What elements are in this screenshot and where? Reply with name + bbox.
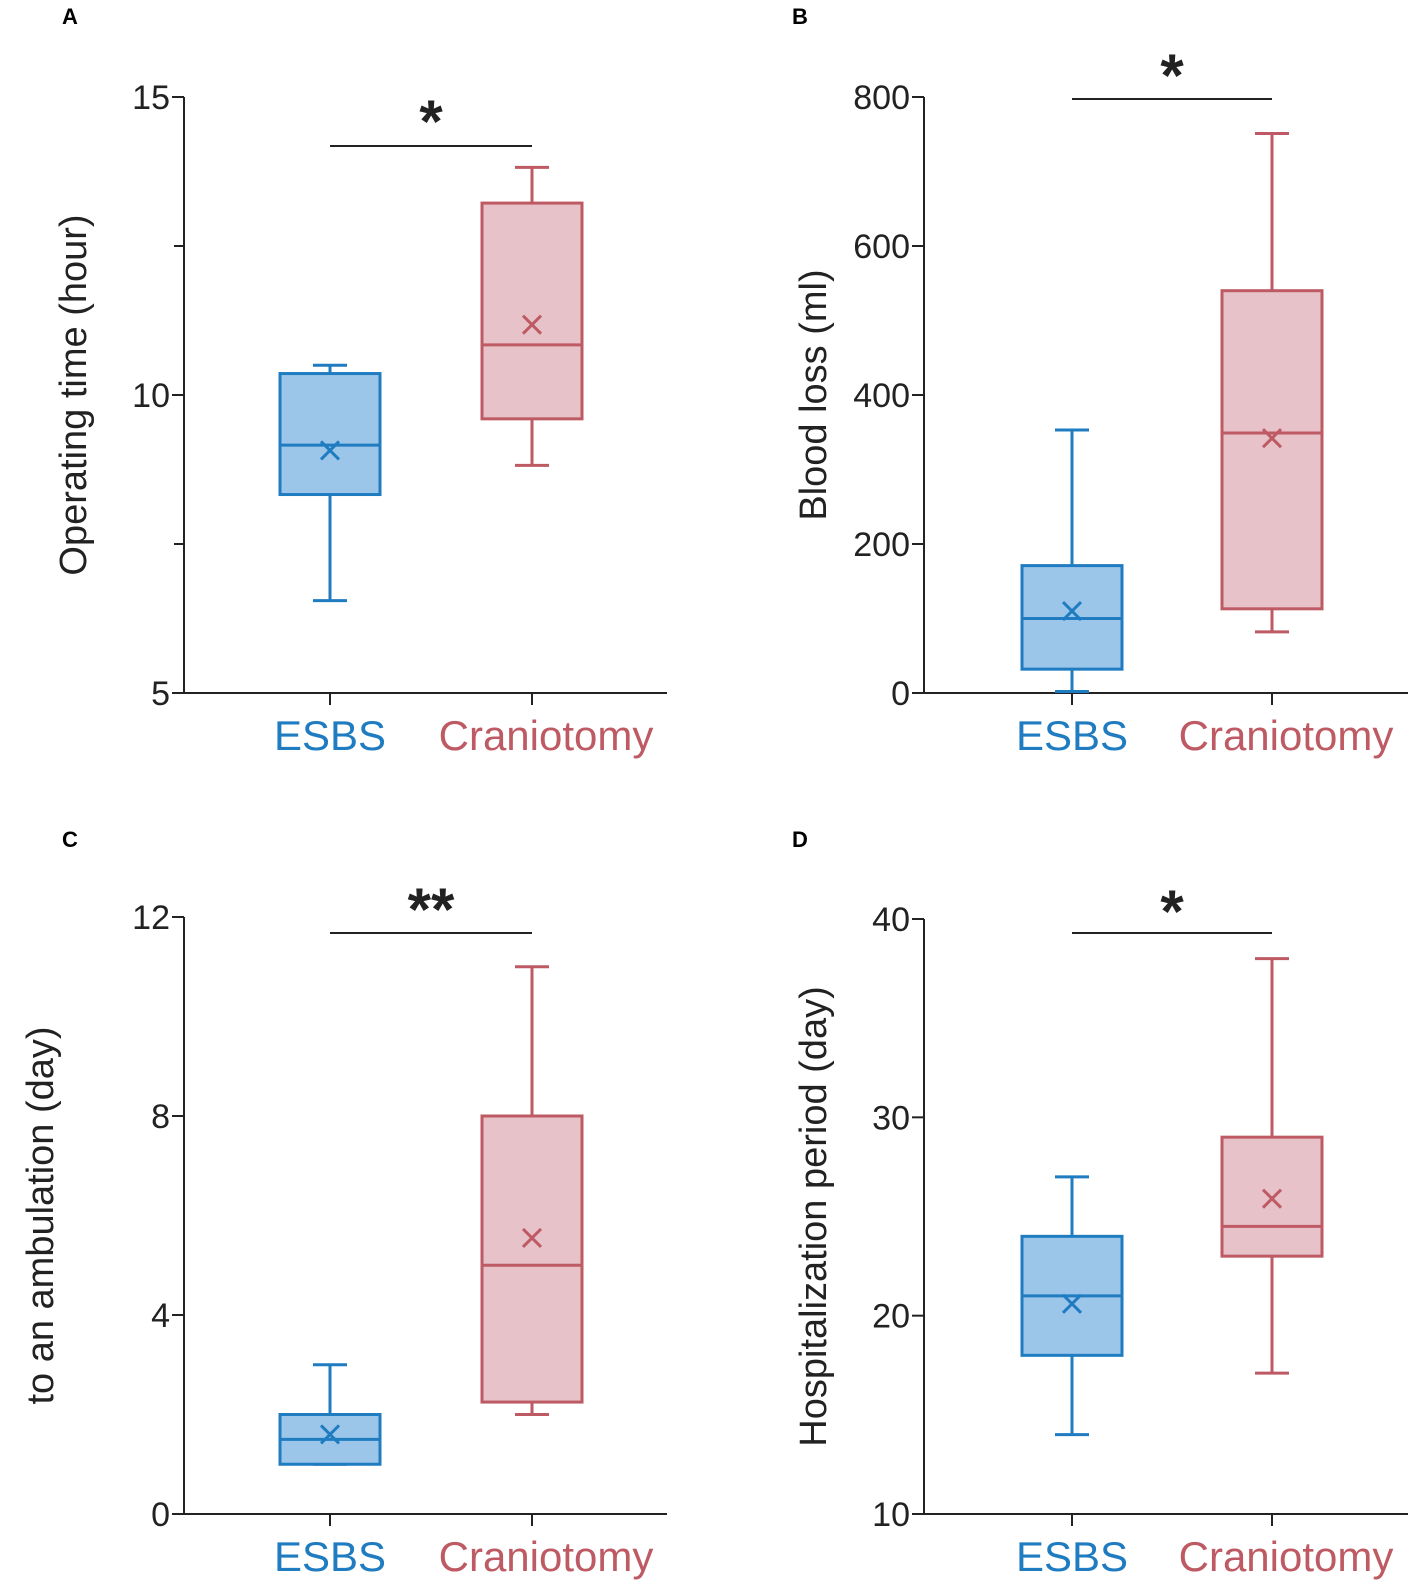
mean-marker [521, 314, 543, 335]
significance-marker: * [419, 88, 443, 155]
y-tick-label: 400 [853, 377, 910, 415]
mean-marker [319, 1424, 341, 1445]
y-tick-label: 800 [853, 79, 910, 117]
y-tick-label: 200 [853, 526, 910, 564]
y-tick-label: 8 [151, 1098, 170, 1136]
panel-c: C 0 4 8 12 Period from an operationto an amb… [0, 827, 667, 1580]
x-category-label: ESBS [274, 712, 386, 759]
panel-b: B 0 200 400 600 800 Blood loss (ml) ESBS Cranio… [792, 4, 1408, 759]
mean-marker [1061, 600, 1083, 622]
box-craniotomy [1220, 957, 1324, 1375]
panel-letter: C [62, 827, 78, 852]
x-category-label: Craniotomy [1179, 1533, 1394, 1580]
y-axis-label: Blood loss (ml) [793, 269, 835, 520]
mean-marker [319, 440, 341, 461]
box-craniotomy [480, 165, 584, 467]
y-tick-label: 600 [853, 228, 910, 266]
iqr-box [278, 372, 382, 497]
panel-letter: B [792, 4, 808, 29]
mean-marker [1261, 1188, 1283, 1209]
box-esbs [278, 363, 382, 603]
y-tick-label: 10 [872, 1496, 910, 1534]
y-tick-label: 5 [151, 675, 170, 713]
x-category-label: ESBS [1016, 712, 1128, 759]
mean-marker [1061, 1293, 1083, 1314]
panel-d: D 10 20 30 40 Hospitalization period (day) ES… [792, 827, 1408, 1580]
y-axis-label-line: Hospitalization period (day) [793, 986, 835, 1446]
y-tick-label: 15 [132, 79, 170, 117]
box-craniotomy [1220, 132, 1324, 634]
significance-marker: * [1160, 878, 1184, 945]
x-category-label: ESBS [274, 1533, 386, 1580]
y-axis-label-line: to an ambulation (day) [20, 1026, 62, 1404]
y-tick-label: 0 [151, 1496, 170, 1534]
y-axis-label-line: Blood loss (ml) [793, 269, 835, 520]
y-axis-label-line: Operating time (hour) [53, 214, 95, 575]
y-tick-label: 0 [891, 675, 910, 713]
y-axis-label: Hospitalization period (day) [793, 986, 835, 1446]
y-tick-label: 10 [132, 377, 170, 415]
box-esbs [278, 1363, 382, 1466]
x-category-label: Craniotomy [1179, 712, 1394, 759]
significance-marker: ** [408, 876, 455, 943]
y-tick-label: 40 [872, 901, 910, 939]
box-craniotomy [480, 965, 584, 1416]
box-esbs [1020, 1175, 1124, 1437]
y-tick-label: 4 [151, 1297, 170, 1335]
mean-marker [1261, 428, 1283, 449]
x-category-label: Craniotomy [439, 1533, 654, 1580]
iqr-box [480, 201, 584, 421]
panel-letter: A [62, 4, 78, 29]
y-axis-label: Operating time (hour) [53, 214, 95, 575]
y-axis-label: Period from an operationto an ambulation… [0, 1006, 62, 1424]
y-tick-label: 30 [872, 1099, 910, 1137]
y-tick-label: 12 [132, 899, 170, 937]
mean-marker [521, 1227, 543, 1248]
panel-letter: D [792, 827, 808, 852]
iqr-box [480, 1114, 584, 1404]
x-category-label: Craniotomy [439, 712, 654, 759]
y-tick-label: 20 [872, 1298, 910, 1336]
box-esbs [1020, 428, 1124, 694]
x-category-label: ESBS [1016, 1533, 1128, 1580]
panel-a: A 5 10 15 Operating time (hour) ESBS Cranioto… [53, 4, 667, 759]
significance-marker: * [1160, 42, 1184, 109]
iqr-box [1220, 289, 1324, 611]
